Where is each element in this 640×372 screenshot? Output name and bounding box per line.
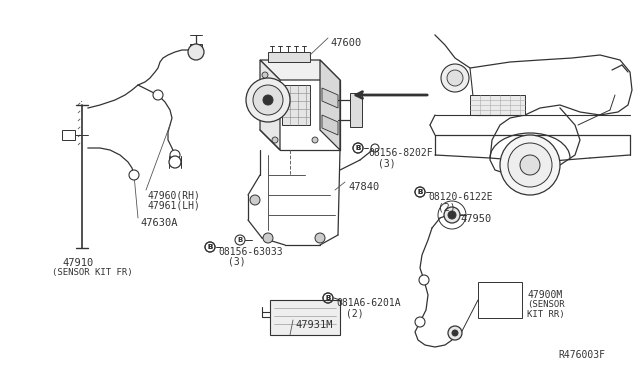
Polygon shape (322, 88, 338, 108)
Text: B: B (355, 145, 360, 151)
Text: 47600: 47600 (330, 38, 361, 48)
Text: B: B (207, 244, 212, 250)
Text: 08156-63033: 08156-63033 (218, 247, 283, 257)
Circle shape (441, 64, 469, 92)
Circle shape (315, 233, 325, 243)
Circle shape (153, 90, 163, 100)
Circle shape (419, 275, 429, 285)
Circle shape (500, 135, 560, 195)
Text: B: B (207, 244, 212, 250)
Polygon shape (470, 95, 525, 115)
Polygon shape (268, 52, 310, 62)
Polygon shape (350, 93, 362, 127)
Circle shape (448, 211, 456, 219)
Text: 47630A: 47630A (140, 218, 177, 228)
Circle shape (169, 156, 181, 168)
Text: 47961(LH): 47961(LH) (148, 200, 201, 210)
Text: 47931M: 47931M (295, 320, 333, 330)
Polygon shape (260, 60, 280, 150)
Circle shape (170, 150, 180, 160)
Circle shape (263, 233, 273, 243)
Text: R476003F: R476003F (558, 350, 605, 360)
Circle shape (263, 95, 273, 105)
Circle shape (312, 137, 318, 143)
Circle shape (447, 70, 463, 86)
Text: 47960(RH): 47960(RH) (148, 190, 201, 200)
Text: B: B (237, 237, 243, 243)
Circle shape (444, 207, 460, 223)
Polygon shape (190, 44, 202, 52)
Polygon shape (282, 85, 310, 125)
Circle shape (371, 144, 379, 152)
Circle shape (253, 85, 283, 115)
Text: B: B (355, 145, 360, 151)
Text: B: B (325, 295, 331, 301)
Circle shape (448, 326, 462, 340)
Circle shape (129, 170, 139, 180)
Circle shape (452, 330, 458, 336)
Text: 08156-8202F: 08156-8202F (368, 148, 433, 158)
Text: (2): (2) (438, 202, 456, 212)
Polygon shape (270, 300, 340, 335)
Text: B: B (325, 295, 331, 301)
Text: 47950: 47950 (460, 214, 492, 224)
Text: (SENSOR: (SENSOR (527, 300, 564, 309)
Circle shape (262, 72, 268, 78)
Text: B: B (417, 189, 422, 195)
Text: (SENSOR KIT FR): (SENSOR KIT FR) (52, 268, 132, 277)
Text: B: B (417, 189, 422, 195)
Text: 081A6-6201A: 081A6-6201A (336, 298, 401, 308)
Text: 47910: 47910 (62, 258, 93, 268)
Circle shape (272, 137, 278, 143)
Text: 08120-6122E: 08120-6122E (428, 192, 493, 202)
Text: KIT RR): KIT RR) (527, 310, 564, 319)
Circle shape (520, 155, 540, 175)
Text: (3): (3) (228, 257, 246, 267)
Polygon shape (320, 60, 340, 150)
Circle shape (246, 78, 290, 122)
Polygon shape (260, 60, 340, 80)
Text: 47840: 47840 (348, 182, 380, 192)
Circle shape (508, 143, 552, 187)
Text: (2): (2) (346, 308, 364, 318)
Text: (3): (3) (378, 158, 396, 168)
Circle shape (188, 44, 204, 60)
Text: 47900M: 47900M (527, 290, 563, 300)
Circle shape (415, 317, 425, 327)
Circle shape (250, 195, 260, 205)
Polygon shape (322, 115, 338, 135)
